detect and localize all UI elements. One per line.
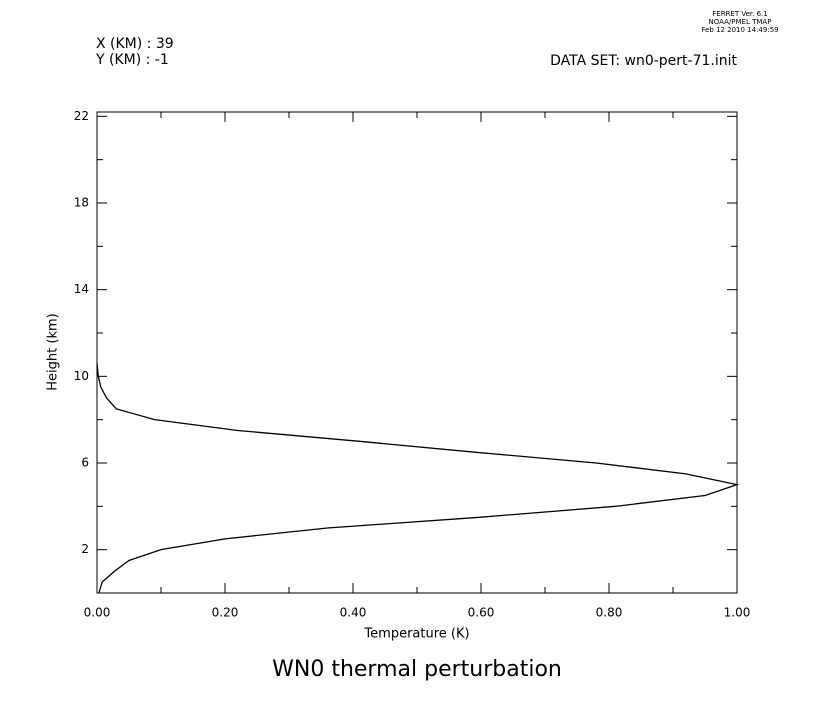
- y-km: Y (KM) : -1: [95, 52, 169, 68]
- y-tick-label: 14: [74, 282, 89, 296]
- x-axis-label: Temperature (K): [363, 627, 469, 642]
- x-tick-label: 0.20: [212, 606, 239, 620]
- x-tick-label: 0.40: [340, 606, 367, 620]
- plot-frame: [96, 111, 738, 594]
- chart-title: WN0 thermal perturbation: [272, 657, 562, 682]
- y-tick-label: 2: [81, 542, 89, 556]
- ferret-date: Feb 12 2010 14:49:59: [701, 26, 778, 34]
- x-tick-label: 1.00: [724, 606, 751, 620]
- x-km: X (KM) : 39: [96, 36, 174, 52]
- y-axis-label: Height (km): [46, 313, 61, 390]
- y-tick-label: 18: [74, 196, 89, 210]
- x-tick-label: 0.60: [468, 606, 495, 620]
- x-tick-label: 0.80: [596, 606, 623, 620]
- ferret-org: NOAA/PMEL TMAP: [709, 18, 772, 26]
- y-tick-label: 6: [81, 456, 89, 470]
- ferret-version: FERRET Ver. 6.1: [712, 10, 767, 18]
- y-tick-label: 10: [74, 369, 89, 383]
- profile-line: [96, 363, 740, 594]
- x-tick-label: 0.00: [84, 606, 111, 620]
- y-tick-label: 22: [74, 109, 89, 123]
- dataset: DATA SET: wn0-pert-71.init: [550, 53, 737, 69]
